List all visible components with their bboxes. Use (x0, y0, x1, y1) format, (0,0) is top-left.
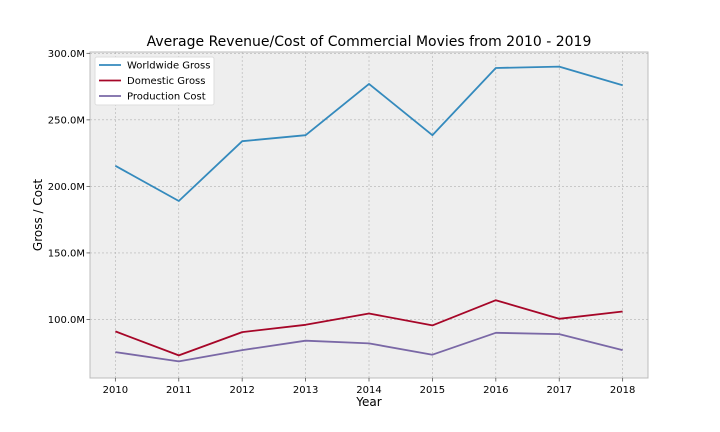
y-tick-label: 150.0M (48, 248, 85, 259)
legend-label-0: Worldwide Gross (127, 61, 210, 72)
x-axis-ticks: 2010 2011 2012 2013 2014 2015 2016 2017 2018 (103, 378, 635, 396)
y-axis-label: Gross / Cost (31, 179, 45, 251)
x-tick-label: 2018 (610, 385, 635, 396)
legend-label-1: Domestic Gross (127, 76, 205, 87)
legend: Worldwide Gross Domestic Gross Production … (94, 56, 215, 106)
x-tick-label: 2012 (229, 385, 254, 396)
series-line-2 (115, 331, 623, 363)
y-tick-label: 300.0M (48, 49, 85, 60)
x-axis-label: Year (355, 395, 381, 409)
x-tick-label: 2013 (293, 385, 318, 396)
grid-lines (90, 52, 648, 378)
plot-area (89, 51, 649, 379)
x-tick-label: 2011 (166, 385, 191, 396)
y-tick-label: 100.0M (48, 315, 85, 326)
x-tick-label: 2010 (103, 385, 128, 396)
legend-box (94, 56, 215, 106)
y-axis-ticks: 100.0M 150.0M 200.0M 250.0M 300.0M (48, 49, 90, 326)
series-lines (114, 65, 623, 363)
x-tick-label: 2015 (420, 385, 445, 396)
y-tick-label: 250.0M (48, 115, 85, 126)
series-line-0 (114, 65, 623, 202)
x-tick-label: 2014 (356, 385, 381, 396)
chart-title: Average Revenue/Cost of Commercial Movie… (147, 34, 592, 50)
x-tick-label: 2017 (547, 385, 572, 396)
legend-label-2: Production Cost (127, 92, 206, 103)
series-line-1 (115, 299, 623, 357)
y-tick-label: 200.0M (48, 182, 85, 193)
x-tick-label: 2016 (483, 385, 508, 396)
